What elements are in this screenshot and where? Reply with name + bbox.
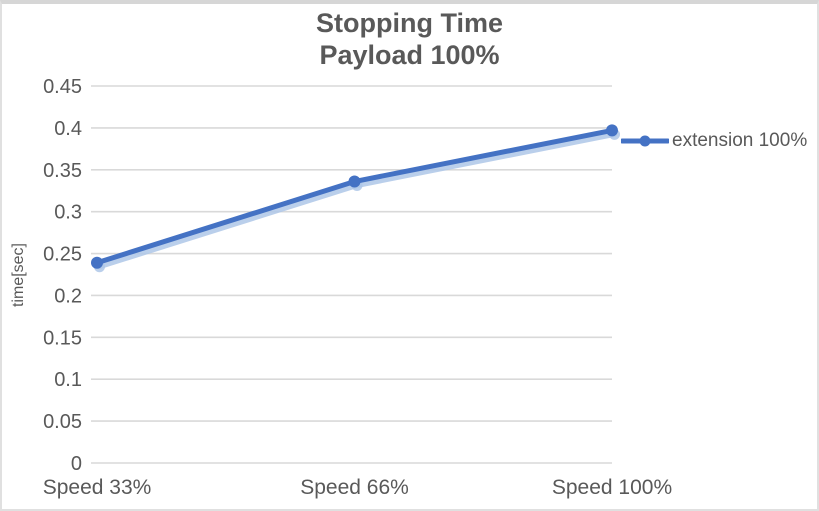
plot-area: 0 0.05 0.1 0.15 0.2 0.25 0.3 0.35 0.4 0.45 Speed 3… xyxy=(43,76,672,499)
y-tick-label: 0.35 xyxy=(43,160,82,182)
legend-series-label: extension 100% xyxy=(672,130,808,151)
y-tick-label: 0 xyxy=(71,453,82,475)
y-tick-label: 0.1 xyxy=(54,369,82,391)
x-category-label: Speed 33% xyxy=(43,476,152,499)
chart-title-line1: Stopping Time xyxy=(316,8,503,38)
y-tick-label: 0.05 xyxy=(43,411,82,433)
chart-title-line2: Payload 100% xyxy=(319,39,500,70)
y-tick-label: 0.4 xyxy=(54,118,82,140)
x-category-label: Speed 100% xyxy=(552,476,672,499)
x-category-label: Speed 66% xyxy=(300,476,409,499)
y-tick-label: 0.15 xyxy=(43,327,82,349)
legend-series-marker-icon xyxy=(621,135,669,147)
chart-title: Stopping Time Payload 100% xyxy=(2,8,817,72)
y-tick-label: 0.3 xyxy=(54,202,82,224)
y-tick-label: 0.45 xyxy=(43,76,82,98)
data-point-marker xyxy=(606,124,618,137)
data-point-marker xyxy=(348,175,361,188)
legend: extension 100% xyxy=(621,129,807,153)
series-line-shadow xyxy=(97,131,617,270)
data-point-marker xyxy=(91,256,103,269)
y-tick-label: 0.2 xyxy=(54,285,82,307)
y-tick-label: 0.25 xyxy=(43,244,82,266)
